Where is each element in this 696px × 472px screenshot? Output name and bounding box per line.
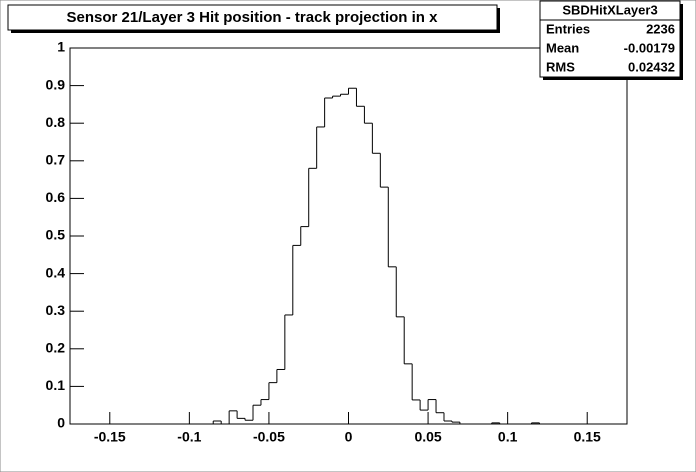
y-tick-label: 0.3 <box>46 302 66 318</box>
y-tick-label: 0.6 <box>46 189 66 205</box>
stats-value: 2236 <box>646 21 675 36</box>
chart-title: Sensor 21/Layer 3 Hit position - track p… <box>67 9 439 26</box>
x-tick-label: 0.1 <box>498 429 518 445</box>
plot-frame <box>69 47 628 425</box>
y-tick-label: 0.1 <box>46 377 66 393</box>
y-tick-label: 0.7 <box>46 152 66 168</box>
y-tick-label: 0.4 <box>46 264 66 280</box>
stats-box <box>539 0 681 78</box>
y-tick-label: 0 <box>57 415 65 431</box>
y-tick-label: 1 <box>57 39 65 55</box>
x-tick-label: 0 <box>345 429 353 445</box>
y-tick-label: 0.8 <box>46 114 66 130</box>
x-tick-label: 0.05 <box>414 429 441 445</box>
x-tick-label: -0.1 <box>177 429 201 445</box>
stats-value: -0.00179 <box>624 40 675 55</box>
stats-label: Mean <box>546 40 579 55</box>
stats-label: Entries <box>546 21 590 36</box>
y-tick-label: 0.2 <box>46 340 66 356</box>
y-tick-label: 0.9 <box>46 76 66 92</box>
x-tick-label: -0.15 <box>94 429 126 445</box>
histogram <box>70 87 627 425</box>
title-box <box>7 4 498 31</box>
y-tick-label: 0.5 <box>46 227 66 243</box>
x-tick-label: -0.05 <box>253 429 285 445</box>
stats-value: 0.02432 <box>628 59 675 74</box>
stats-title: SBDHitXLayer3 <box>562 2 657 17</box>
x-tick-label: 0.15 <box>574 429 601 445</box>
stats-label: RMS <box>546 59 575 74</box>
